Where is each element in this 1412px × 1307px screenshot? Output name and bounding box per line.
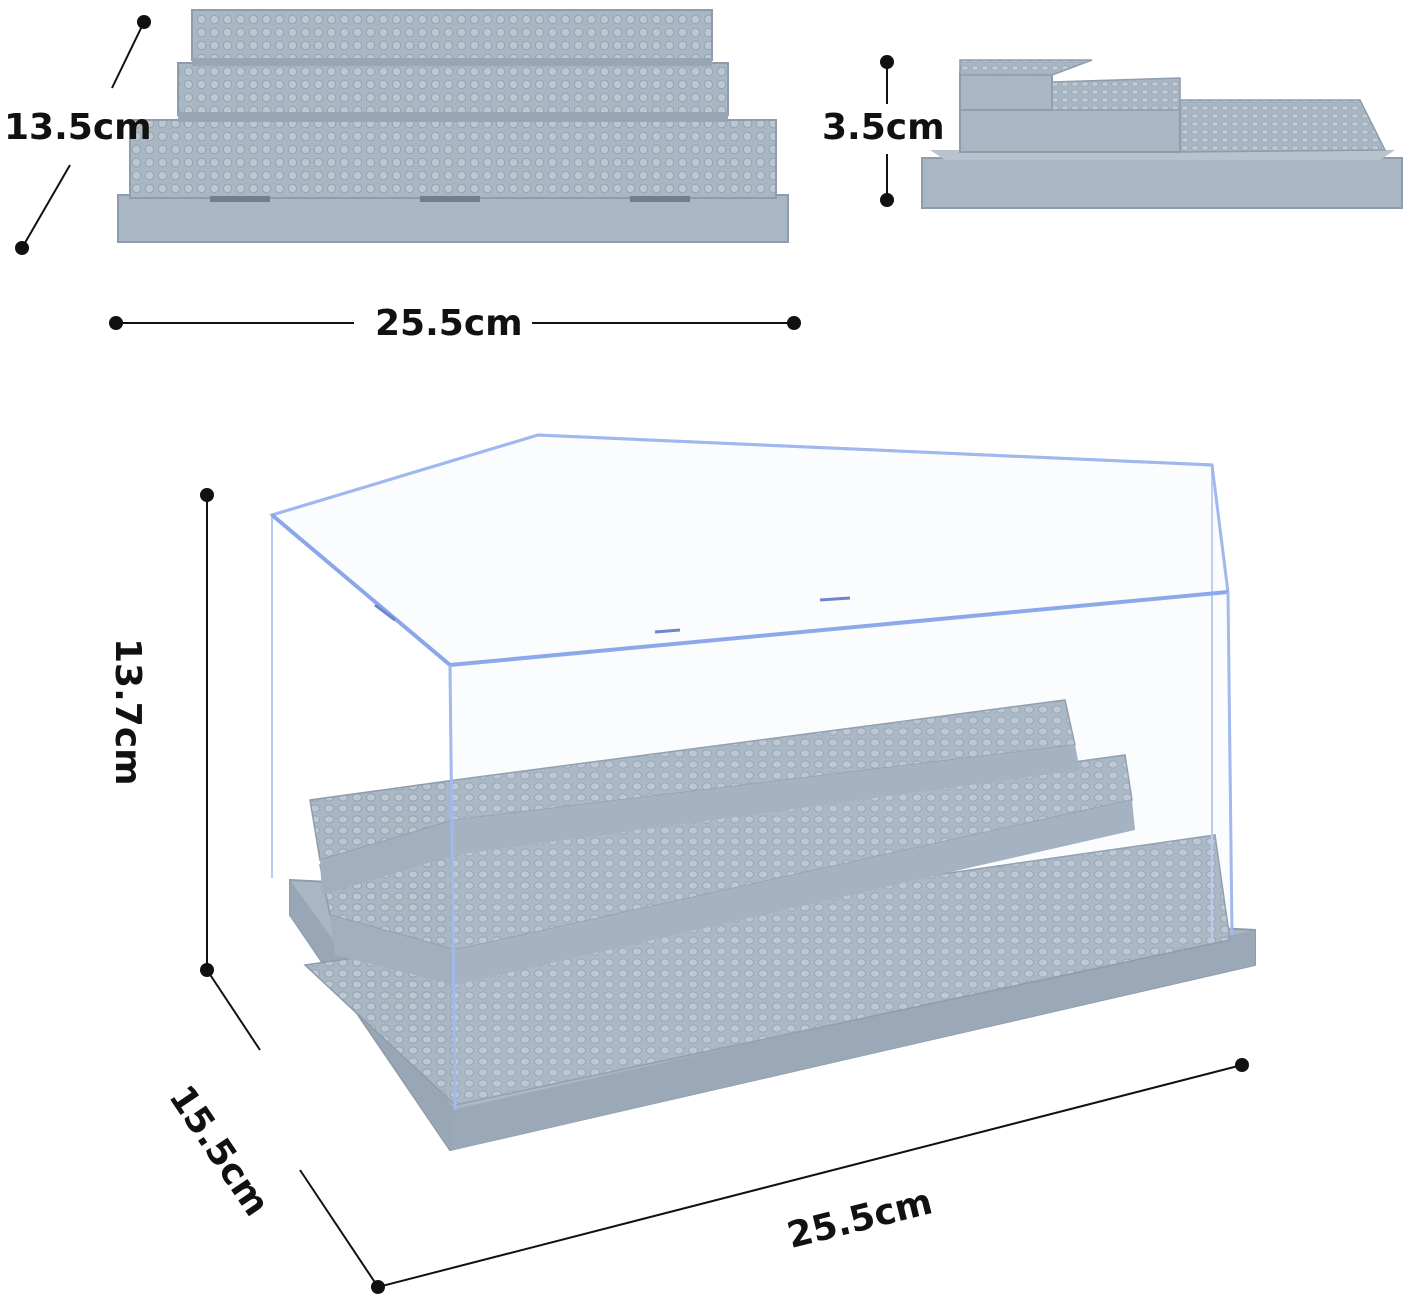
- top-plate-depth-label: 13.5cm: [4, 107, 152, 148]
- case-width-marker: [377, 1058, 1249, 1288]
- case-height-marker: [200, 488, 214, 977]
- display-case: [268, 433, 1256, 1152]
- height-marker: [880, 55, 894, 207]
- top-plate-height-label: 3.5cm: [822, 107, 945, 148]
- width-marker: [109, 316, 801, 330]
- case-height-label: 13.7cm: [107, 638, 148, 786]
- baseplate-top-view: [117, 9, 789, 243]
- case-depth-marker: [206, 969, 385, 1294]
- depth-marker: [15, 15, 151, 255]
- top-plate-width-label: 25.5cm: [375, 303, 523, 344]
- baseplate-side-view: [921, 59, 1403, 209]
